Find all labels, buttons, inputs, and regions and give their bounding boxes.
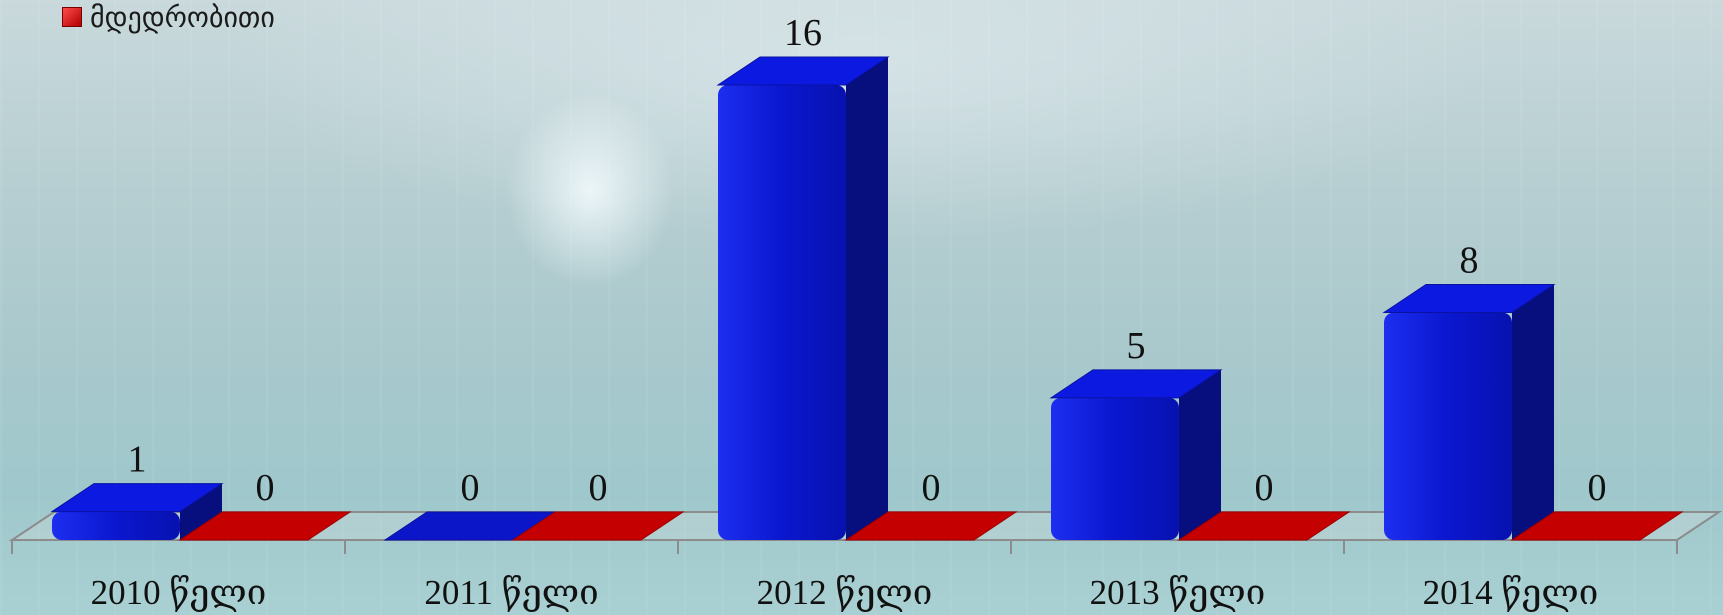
bar-top <box>844 511 1018 541</box>
bar-side <box>1512 284 1554 540</box>
legend-swatch-female <box>62 7 82 27</box>
bar-top <box>1177 511 1351 541</box>
data-label: 0 <box>1588 467 1607 509</box>
bar-front <box>718 85 846 540</box>
bar-side <box>1179 369 1221 540</box>
bar-series1-0 <box>50 483 224 540</box>
bar-top <box>716 56 890 86</box>
data-label: 5 <box>1127 325 1146 367</box>
data-label: 0 <box>256 467 275 509</box>
bar-top <box>1382 284 1556 313</box>
category-label: 2013 წელი <box>1090 573 1266 612</box>
bar-front <box>1051 397 1179 540</box>
category-label: 2011 წელი <box>424 573 598 612</box>
bar-side <box>846 57 888 540</box>
bar-top <box>511 511 685 541</box>
category-label: 2012 წელი <box>757 573 933 612</box>
bar-front <box>1384 312 1512 540</box>
data-label: 0 <box>461 467 480 509</box>
bar-front <box>52 511 180 540</box>
data-label: 1 <box>128 439 147 481</box>
legend-label-female: მდედრობითი <box>90 0 275 34</box>
data-label: 0 <box>1255 467 1274 509</box>
bar-female-3 <box>1177 511 1351 541</box>
legend: მდედრობითი <box>62 0 275 34</box>
bar-side <box>180 483 222 540</box>
bar-top <box>50 483 224 513</box>
bar-top <box>1510 511 1684 541</box>
bar-series1-4 <box>1382 284 1556 540</box>
data-label: 8 <box>1460 240 1479 282</box>
bar-top <box>1049 369 1223 399</box>
category-label: 2010 წელი <box>91 573 267 612</box>
bar-female-2 <box>844 511 1018 541</box>
bar-series1-3 <box>1049 369 1223 540</box>
data-label: 0 <box>922 467 941 509</box>
category-label: 2014 წელი <box>1423 573 1599 612</box>
bar-female-1 <box>511 511 685 541</box>
data-label: 0 <box>589 467 608 509</box>
bar-series1-2 <box>716 56 890 540</box>
data-label: 16 <box>784 12 822 54</box>
bar-top <box>178 511 352 541</box>
bar-female-4 <box>1510 511 1684 541</box>
bar-female-0 <box>178 511 352 541</box>
